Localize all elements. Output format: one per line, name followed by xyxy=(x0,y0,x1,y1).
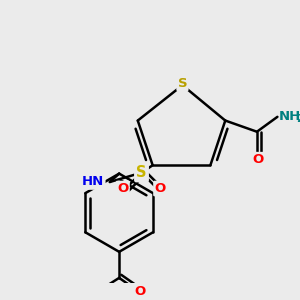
Text: O: O xyxy=(117,182,128,195)
Text: 2: 2 xyxy=(296,114,300,124)
Text: O: O xyxy=(134,285,145,298)
Text: NH: NH xyxy=(278,110,300,123)
Text: HN: HN xyxy=(82,176,104,188)
Text: S: S xyxy=(178,77,187,90)
Text: O: O xyxy=(252,153,263,166)
Text: O: O xyxy=(154,182,166,195)
Text: S: S xyxy=(136,165,147,180)
